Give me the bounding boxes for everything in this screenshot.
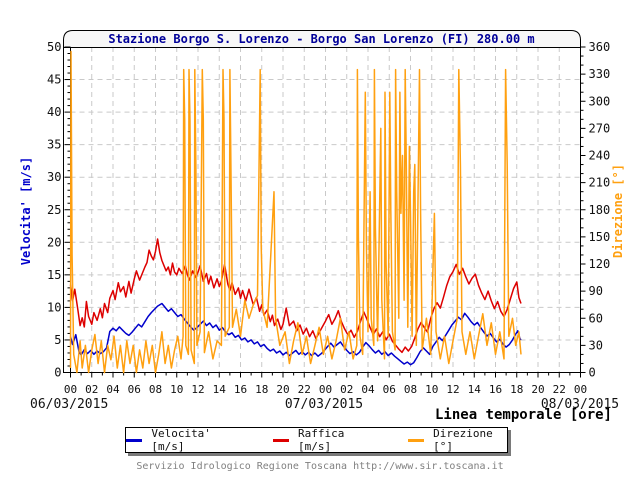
x-axis-caption: Linea temporale [ore]	[434, 407, 612, 423]
direction-line-swatch	[407, 438, 425, 442]
left-tick-label: 25	[47, 203, 61, 217]
hour-label: 18	[255, 383, 268, 396]
hour-label: 14	[468, 383, 482, 396]
series-raffica-line	[69, 238, 522, 354]
right-tick-label: 120	[589, 257, 611, 271]
hour-label: 06	[383, 383, 396, 396]
left-tick-label: 20	[47, 235, 61, 249]
right-tick-label: 240	[589, 149, 611, 163]
right-tick-label: 30	[589, 338, 603, 352]
right-tick-label: 0	[589, 366, 596, 380]
right-tick-label: 210	[589, 176, 611, 190]
left-tick-label: 5	[54, 333, 61, 347]
hour-label: 12	[446, 383, 459, 396]
hour-label: 16	[234, 383, 247, 396]
hour-label: 00	[64, 383, 77, 396]
right-tick-label: 300	[589, 94, 611, 108]
hour-label: 12	[191, 383, 204, 396]
left-tick-label: 35	[47, 138, 61, 152]
footer-credit: Servizio Idrologico Regione Toscana http…	[136, 461, 504, 472]
hour-label: 16	[489, 383, 502, 396]
chart-title: Stazione Borgo S. Lorenzo - Borgo San Lo…	[108, 32, 535, 46]
legend-item-velocita: Velocita' [m/s]	[126, 427, 237, 453]
hour-label: 00	[574, 383, 587, 396]
date-label-day2: 07/03/2015	[284, 397, 364, 412]
right-tick-label: 180	[589, 203, 611, 217]
hour-label: 14	[213, 383, 227, 396]
hour-label: 06	[128, 383, 141, 396]
title-band	[63, 30, 581, 47]
hour-label: 04	[361, 383, 375, 396]
right-tick-label: 150	[589, 230, 611, 244]
gust-line-swatch	[272, 438, 289, 442]
legend-item-raffica: Raffica [m/s]	[272, 427, 372, 453]
left-tick-label: 10	[47, 300, 61, 314]
series-velocita-line	[69, 302, 522, 366]
left-tick-label: 0	[54, 366, 61, 380]
hour-label: 20	[531, 383, 544, 396]
left-tick-label: 50	[47, 40, 61, 54]
hour-label: 08	[149, 383, 162, 396]
right-tick-label: 90	[589, 284, 603, 298]
right-tick-label: 270	[589, 121, 611, 135]
hour-label: 00	[319, 383, 332, 396]
hour-label: 10	[170, 383, 183, 396]
hour-label: 04	[106, 383, 120, 396]
hour-label: 18	[510, 383, 523, 396]
legend-label-direzione: Direzione [°]	[433, 427, 493, 453]
hour-label: 10	[425, 383, 438, 396]
hour-label: 08	[404, 383, 417, 396]
legend-label-velocita: Velocita' [m/s]	[151, 427, 211, 453]
right-axis-label: Direzione [°]	[611, 164, 625, 258]
left-axis-label: Velocita' [m/s]	[19, 156, 33, 266]
right-tick-label: 60	[589, 311, 603, 325]
velocity-line-swatch	[126, 438, 143, 442]
legend-item-direzione: Direzione [°]	[407, 427, 507, 453]
right-tick-label: 330	[589, 67, 611, 81]
left-tick-label: 45	[47, 73, 61, 87]
date-label-day1: 06/03/2015	[30, 397, 109, 412]
series-direzione-line	[69, 50, 522, 374]
date-label-day3: 08/03/2015	[540, 397, 620, 412]
hour-label: 02	[340, 383, 353, 396]
hour-label: 22	[298, 383, 311, 396]
left-tick-label: 15	[47, 268, 61, 282]
legend-box: Velocita' [m/s] Raffica [m/s] Direzione …	[125, 427, 508, 453]
chart-panel-frame	[63, 30, 581, 373]
hour-label: 20	[276, 383, 289, 396]
hour-label: 02	[85, 383, 98, 396]
hour-label: 22	[553, 383, 566, 396]
right-tick-label: 360	[589, 40, 611, 54]
left-tick-label: 40	[47, 105, 61, 119]
legend-label-raffica: Raffica [m/s]	[297, 427, 345, 453]
left-tick-label: 30	[47, 170, 61, 184]
